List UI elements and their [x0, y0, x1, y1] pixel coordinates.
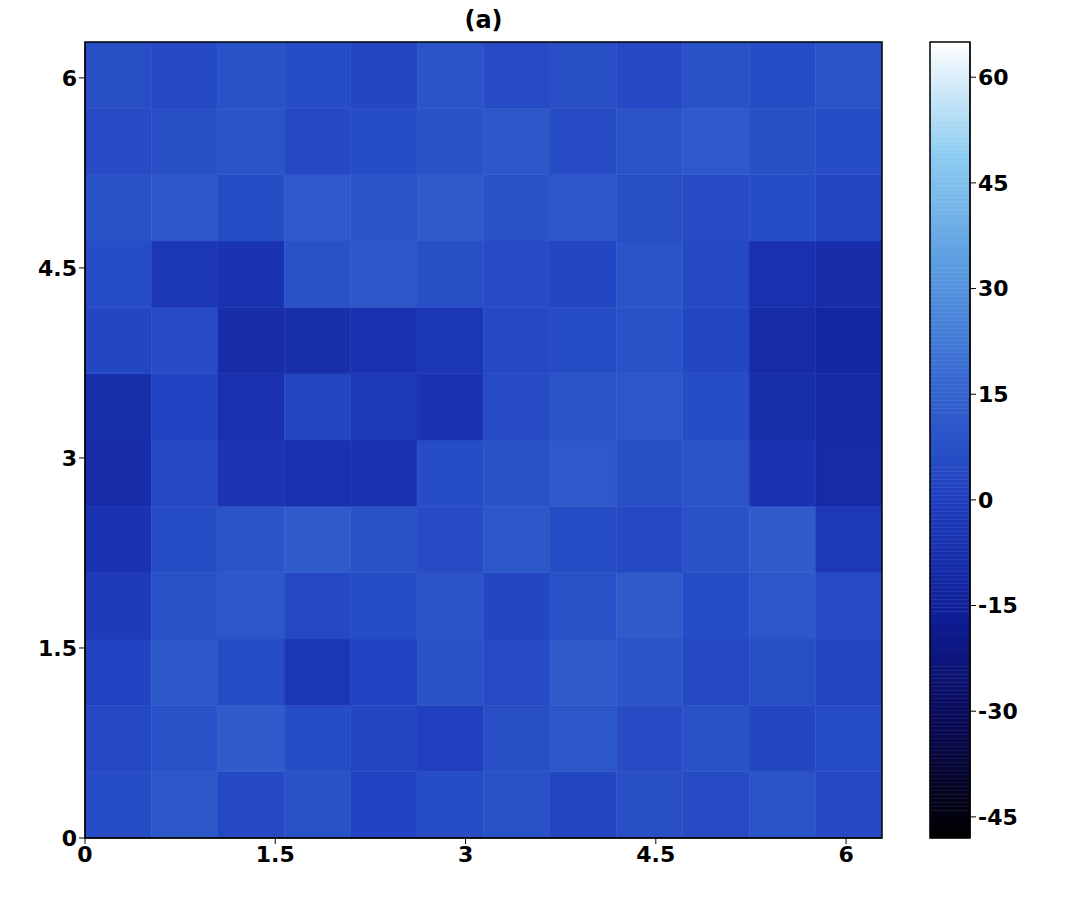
svg-text:6: 6 [62, 66, 77, 91]
svg-text:0: 0 [62, 826, 77, 851]
svg-text:-45: -45 [978, 805, 1018, 830]
svg-text:1.5: 1.5 [38, 636, 77, 661]
svg-text:4.5: 4.5 [636, 842, 675, 867]
svg-text:0: 0 [77, 842, 92, 867]
html-text:(a): (a) [464, 6, 503, 34]
svg-text:45: 45 [978, 171, 1009, 196]
svg-text:6: 6 [838, 842, 853, 867]
svg-text:0: 0 [978, 488, 993, 513]
svg-text:4.5: 4.5 [38, 256, 77, 281]
svg-text:-30: -30 [978, 699, 1018, 724]
svg-text:15: 15 [978, 382, 1009, 407]
svg-text:3: 3 [62, 446, 77, 471]
svg-text:60: 60 [978, 65, 1009, 90]
svg-text:3: 3 [458, 842, 473, 867]
svg-text:30: 30 [978, 276, 1009, 301]
svg-text:-15: -15 [978, 593, 1018, 618]
svg-text:1.5: 1.5 [256, 842, 295, 867]
